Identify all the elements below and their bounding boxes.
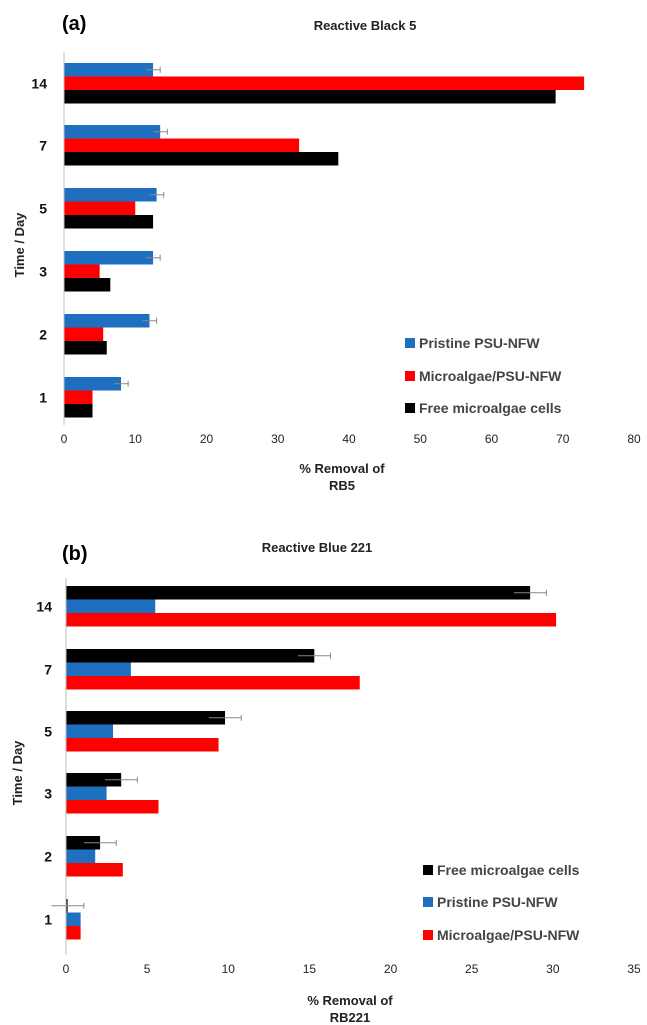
y-tick-label: 1 — [44, 911, 52, 927]
x-tick-label: 0 — [61, 432, 68, 446]
y-tick-label: 3 — [44, 785, 52, 801]
x-tick-label: 80 — [627, 432, 641, 446]
bar — [64, 188, 157, 202]
bar — [64, 201, 136, 215]
x-tick-label: 25 — [465, 962, 479, 976]
bar — [64, 404, 93, 418]
bar — [66, 676, 360, 690]
bar — [64, 390, 93, 404]
panel-a-y-ticks: 14 7 5 3 2 1 — [31, 75, 47, 405]
x-tick-label: 30 — [546, 962, 560, 976]
x-tick-label: 40 — [342, 432, 356, 446]
bar — [64, 90, 556, 104]
y-tick-label: 3 — [39, 263, 47, 279]
panel-b-x-ticks: 0 5 10 15 20 25 30 35 — [63, 962, 641, 976]
x-tick-label: 20 — [200, 432, 214, 446]
x-tick-label: 10 — [129, 432, 143, 446]
bar — [64, 278, 111, 292]
panel-b-y-axis-label: Time / Day — [10, 740, 25, 806]
x-tick-label: 60 — [485, 432, 499, 446]
bar — [64, 152, 339, 166]
bar — [64, 377, 121, 391]
panel-a-legend: Pristine PSU-NFW Microalgae/PSU-NFW Free m… — [405, 335, 562, 416]
bar — [64, 63, 154, 77]
y-tick-label: 14 — [31, 75, 47, 91]
y-tick-label: 5 — [39, 200, 47, 216]
panel-b-x-axis-label-line2: RB221 — [330, 1010, 370, 1025]
legend-entry-label: Pristine PSU-NFW — [437, 894, 558, 910]
x-tick-label: 15 — [303, 962, 317, 976]
x-tick-label: 50 — [414, 432, 428, 446]
x-tick-label: 30 — [271, 432, 285, 446]
x-tick-label: 35 — [627, 962, 641, 976]
bar — [64, 138, 300, 152]
x-tick-label: 20 — [384, 962, 398, 976]
y-tick-label: 7 — [44, 661, 52, 677]
bar — [66, 926, 81, 940]
bar — [66, 849, 96, 863]
panel-a-x-axis-label-line1: % Removal of — [299, 461, 385, 476]
panel-b-bars — [51, 586, 557, 940]
legend-entry-label: Pristine PSU-NFW — [419, 335, 540, 351]
chart-panel-a: (a) Reactive Black 5 Time / Day % Remova… — [12, 13, 641, 493]
legend-entry-label: Microalgae/PSU-NFW — [419, 368, 562, 384]
x-tick-label: 10 — [222, 962, 236, 976]
bar — [66, 863, 123, 877]
y-tick-label: 2 — [39, 326, 47, 342]
bar — [64, 215, 154, 229]
bar — [66, 773, 122, 787]
legend-swatch — [423, 930, 433, 940]
legend-swatch — [405, 403, 415, 413]
legend-swatch — [405, 338, 415, 348]
bar — [66, 586, 531, 600]
panel-b-x-axis-label-line1: % Removal of — [307, 993, 393, 1008]
y-tick-label: 1 — [39, 389, 47, 405]
panel-a-title: Reactive Black 5 — [314, 18, 417, 33]
panel-a-bars — [64, 63, 585, 418]
bar — [66, 800, 159, 814]
bar — [64, 327, 104, 341]
bar — [66, 599, 156, 613]
legend-entry-label: Free microalgae cells — [437, 862, 580, 878]
bar — [66, 738, 219, 752]
bar — [66, 613, 557, 627]
y-tick-label: 7 — [39, 137, 47, 153]
bar — [64, 76, 585, 90]
x-tick-label: 0 — [63, 962, 70, 976]
panel-b-title: Reactive Blue 221 — [262, 540, 373, 555]
panel-a-x-axis-label-line2: RB5 — [329, 478, 355, 493]
bar — [64, 314, 150, 328]
bar — [64, 341, 107, 355]
x-tick-label: 70 — [556, 432, 570, 446]
panel-b-label: (b) — [62, 543, 88, 565]
bar — [66, 649, 315, 663]
y-tick-label: 14 — [36, 598, 52, 614]
legend-swatch — [423, 865, 433, 875]
legend-swatch — [405, 371, 415, 381]
bar — [66, 662, 131, 676]
x-tick-label: 5 — [144, 962, 151, 976]
y-tick-label: 5 — [44, 723, 52, 739]
panel-a-label: (a) — [62, 13, 86, 35]
bar — [64, 251, 154, 265]
panel-a-x-ticks: 0 10 20 30 40 50 60 70 80 — [61, 432, 641, 446]
legend-swatch — [423, 897, 433, 907]
bar — [64, 125, 161, 139]
bar — [64, 264, 100, 278]
bar — [66, 711, 226, 725]
y-tick-label: 2 — [44, 848, 52, 864]
bar — [66, 724, 114, 738]
panel-b-legend: Free microalgae cells Pristine PSU-NFW Mic… — [423, 862, 580, 943]
bar — [66, 836, 101, 850]
bar — [66, 786, 107, 800]
bar — [66, 912, 81, 926]
legend-entry-label: Microalgae/PSU-NFW — [437, 927, 580, 943]
panel-b-y-ticks: 14 7 5 3 2 1 — [36, 598, 52, 927]
legend-entry-label: Free microalgae cells — [419, 400, 562, 416]
panel-a-y-axis-label: Time / Day — [12, 212, 27, 278]
chart-panel-b: (b) Reactive Blue 221 Time / Day % Remov… — [10, 540, 641, 1025]
